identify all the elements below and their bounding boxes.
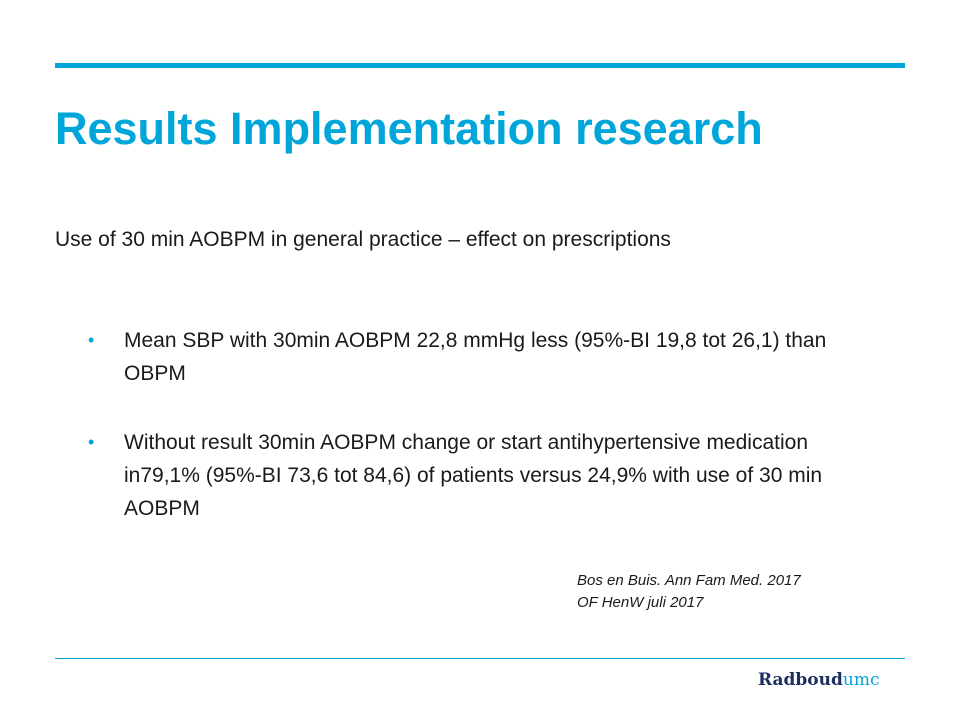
- top-divider: [55, 63, 905, 68]
- slide-subtitle: Use of 30 min AOBPM in general practice …: [55, 228, 671, 251]
- bullet-item: • Mean SBP with 30min AOBPM 22,8 mmHg le…: [88, 324, 888, 390]
- bullet-list: • Mean SBP with 30min AOBPM 22,8 mmHg le…: [88, 324, 888, 561]
- bullet-text: Mean SBP with 30min AOBPM 22,8 mmHg less…: [124, 329, 827, 385]
- bottom-divider: [55, 658, 905, 659]
- reference-block: Bos en Buis. Ann Fam Med. 2017 OF HenW j…: [577, 570, 801, 614]
- bullet-item: • Without result 30min AOBPM change or s…: [88, 426, 888, 525]
- logo-main-text: Radboud: [758, 670, 843, 690]
- reference-line: Bos en Buis. Ann Fam Med. 2017: [577, 572, 801, 589]
- bullet-icon: •: [88, 330, 95, 350]
- radboudumc-logo: Radboudumc: [758, 670, 880, 690]
- slide-title: Results Implementation research: [55, 103, 763, 154]
- reference-line: OF HenW juli 2017: [577, 594, 704, 611]
- logo-sub-text: umc: [842, 670, 880, 690]
- bullet-icon: •: [88, 432, 95, 452]
- bullet-text: Without result 30min AOBPM change or sta…: [124, 431, 823, 520]
